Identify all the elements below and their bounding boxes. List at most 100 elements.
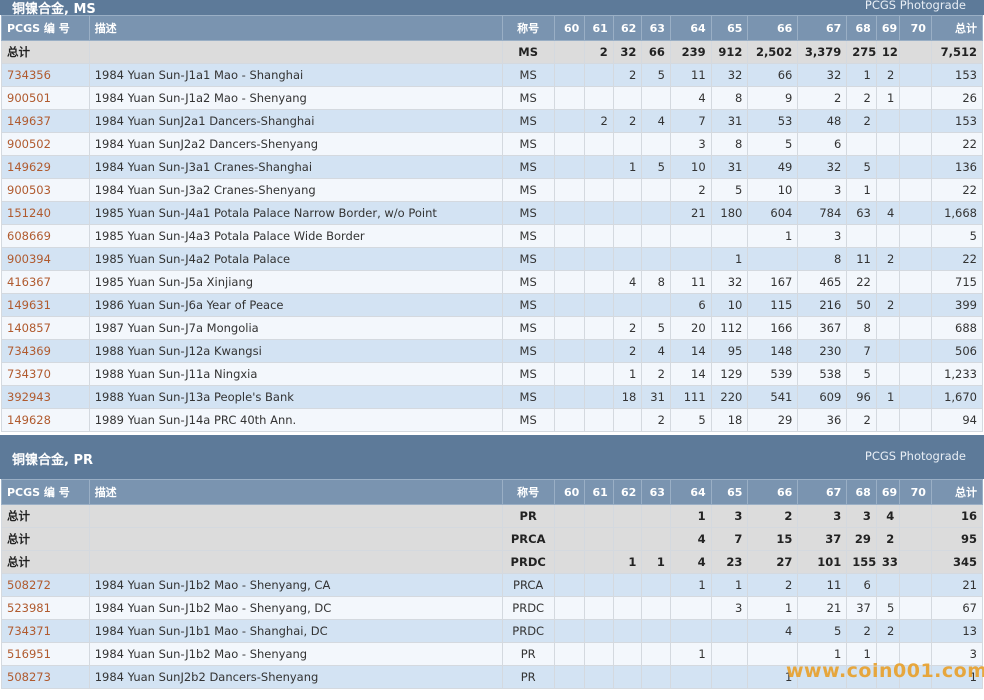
grade-count-cell bbox=[899, 40, 932, 64]
grade-count-cell: 1 bbox=[612, 362, 643, 386]
description-cell: 1984 Yuan Sun-J3a2 Cranes-Shenyang bbox=[88, 178, 503, 202]
col-grade-60[interactable]: 60 bbox=[553, 15, 586, 41]
col-grade-66[interactable]: 66 bbox=[747, 15, 799, 41]
grade-count-cell bbox=[710, 619, 749, 643]
grade-count-cell bbox=[669, 247, 712, 271]
pcgs-number-link[interactable]: 900503 bbox=[1, 178, 90, 202]
table-row: 734369 1988 Yuan Sun-J12a Kwangsi MS 2 4 14 95… bbox=[1, 339, 984, 363]
grade-count-cell bbox=[899, 550, 932, 574]
col-grade-64[interactable]: 64 bbox=[669, 479, 712, 505]
col-grade-62[interactable]: 62 bbox=[612, 479, 643, 505]
col-total[interactable]: 总计 bbox=[930, 479, 984, 505]
col-grade-61[interactable]: 61 bbox=[584, 479, 614, 505]
grade-count-cell: 6 bbox=[846, 573, 877, 597]
grade-count-cell: 3 bbox=[797, 504, 848, 528]
grade-count-cell bbox=[875, 109, 901, 133]
pcgs-number-link[interactable]: 734370 bbox=[1, 362, 90, 386]
grade-count-cell: 4 bbox=[875, 504, 901, 528]
grade-count-cell: 33 bbox=[875, 550, 901, 574]
pcgs-number-link[interactable]: 151240 bbox=[1, 201, 90, 225]
grade-count-cell bbox=[584, 362, 614, 386]
col-designation[interactable]: 称号 bbox=[501, 479, 555, 505]
pcgs-number-link[interactable]: 900502 bbox=[1, 132, 90, 156]
pcgs-number-link[interactable]: 508272 bbox=[1, 573, 90, 597]
pcgs-number-link[interactable]: 900394 bbox=[1, 247, 90, 271]
col-grade-68[interactable]: 68 bbox=[846, 15, 877, 41]
description-cell: 1987 Yuan Sun-J7a Mongolia bbox=[88, 316, 503, 340]
pcgs-number-link[interactable]: 149629 bbox=[1, 155, 90, 179]
grade-count-cell bbox=[553, 385, 586, 409]
col-total[interactable]: 总计 bbox=[930, 15, 984, 41]
col-grade-67[interactable]: 67 bbox=[797, 15, 848, 41]
grade-count-cell bbox=[612, 573, 643, 597]
col-grade-66[interactable]: 66 bbox=[747, 479, 799, 505]
grade-count-cell: 8 bbox=[710, 86, 749, 110]
table-row: 149628 1989 Yuan Sun-J14a PRC 40th Ann. MS… bbox=[1, 408, 984, 432]
pcgs-number-link[interactable]: 734356 bbox=[1, 63, 90, 87]
total-cell: 22 bbox=[930, 247, 984, 271]
col-grade-67[interactable]: 67 bbox=[797, 479, 848, 505]
col-grade-64[interactable]: 64 bbox=[669, 15, 712, 41]
grade-count-cell: 2 bbox=[846, 86, 877, 110]
total-cell: 94 bbox=[930, 408, 984, 432]
total-cell: 3 bbox=[930, 642, 984, 666]
col-grade-60[interactable]: 60 bbox=[553, 479, 586, 505]
col-grade-63[interactable]: 63 bbox=[641, 15, 671, 41]
col-designation[interactable]: 称号 bbox=[501, 15, 555, 41]
header-row: PCGS 编 号 描述 称号 60 61 62 63 64 65 66 67 6… bbox=[1, 479, 984, 505]
pcgs-number-link[interactable]: 140857 bbox=[1, 316, 90, 340]
col-grade-65[interactable]: 65 bbox=[710, 479, 749, 505]
pcgs-number-link[interactable]: 523981 bbox=[1, 596, 90, 620]
col-pcgs-number[interactable]: PCGS 编 号 bbox=[1, 15, 90, 41]
photograde-link[interactable]: PCGS Photograde bbox=[864, 0, 966, 12]
grade-count-cell bbox=[875, 408, 901, 432]
col-grade-70[interactable]: 70 bbox=[899, 15, 932, 41]
photograde-link[interactable]: PCGS Photograde bbox=[864, 449, 966, 463]
grade-count-cell bbox=[553, 224, 586, 248]
total-cell: 506 bbox=[930, 339, 984, 363]
pcgs-number-link[interactable]: 416367 bbox=[1, 270, 90, 294]
grade-count-cell bbox=[553, 109, 586, 133]
col-pcgs-number[interactable]: PCGS 编 号 bbox=[1, 479, 90, 505]
total-cell: 1,670 bbox=[930, 385, 984, 409]
pcgs-number-link[interactable]: 734371 bbox=[1, 619, 90, 643]
grade-count-cell: 2 bbox=[669, 178, 712, 202]
grade-count-cell bbox=[899, 573, 932, 597]
col-grade-69[interactable]: 69 bbox=[875, 479, 901, 505]
pcgs-number-link[interactable]: 900501 bbox=[1, 86, 90, 110]
section-title: 铜镍合金, PR bbox=[12, 453, 94, 468]
col-description[interactable]: 描述 bbox=[88, 479, 503, 505]
grade-count-cell bbox=[584, 339, 614, 363]
pcgs-number-link[interactable]: 608669 bbox=[1, 224, 90, 248]
total-cell: 22 bbox=[930, 132, 984, 156]
col-grade-65[interactable]: 65 bbox=[710, 15, 749, 41]
col-grade-61[interactable]: 61 bbox=[584, 15, 614, 41]
designation-cell: MS bbox=[501, 270, 555, 294]
grade-count-cell: 2 bbox=[846, 408, 877, 432]
col-grade-63[interactable]: 63 bbox=[641, 479, 671, 505]
pcgs-number-link[interactable]: 508273 bbox=[1, 665, 90, 689]
grade-count-cell: 4 bbox=[641, 109, 671, 133]
total-label-cell: 总计 bbox=[1, 550, 90, 574]
total-cell: 715 bbox=[930, 270, 984, 294]
col-grade-68[interactable]: 68 bbox=[846, 479, 877, 505]
grade-count-cell bbox=[584, 550, 614, 574]
grade-count-cell bbox=[553, 642, 586, 666]
pcgs-number-link[interactable]: 149628 bbox=[1, 408, 90, 432]
grade-count-cell bbox=[875, 155, 901, 179]
col-grade-62[interactable]: 62 bbox=[612, 15, 643, 41]
col-grade-69[interactable]: 69 bbox=[875, 15, 901, 41]
grade-count-cell: 66 bbox=[747, 63, 799, 87]
grade-count-cell: 115 bbox=[747, 293, 799, 317]
pcgs-number-link[interactable]: 392943 bbox=[1, 385, 90, 409]
total-cell: 67 bbox=[930, 596, 984, 620]
pcgs-number-link[interactable]: 516951 bbox=[1, 642, 90, 666]
grade-count-cell bbox=[846, 224, 877, 248]
pcgs-number-link[interactable]: 734369 bbox=[1, 339, 90, 363]
pcgs-number-link[interactable]: 149637 bbox=[1, 109, 90, 133]
pcgs-number-link[interactable]: 149631 bbox=[1, 293, 90, 317]
col-description[interactable]: 描述 bbox=[88, 15, 503, 41]
grade-count-cell: 5 bbox=[846, 155, 877, 179]
total-cell: 22 bbox=[930, 178, 984, 202]
col-grade-70[interactable]: 70 bbox=[899, 479, 932, 505]
